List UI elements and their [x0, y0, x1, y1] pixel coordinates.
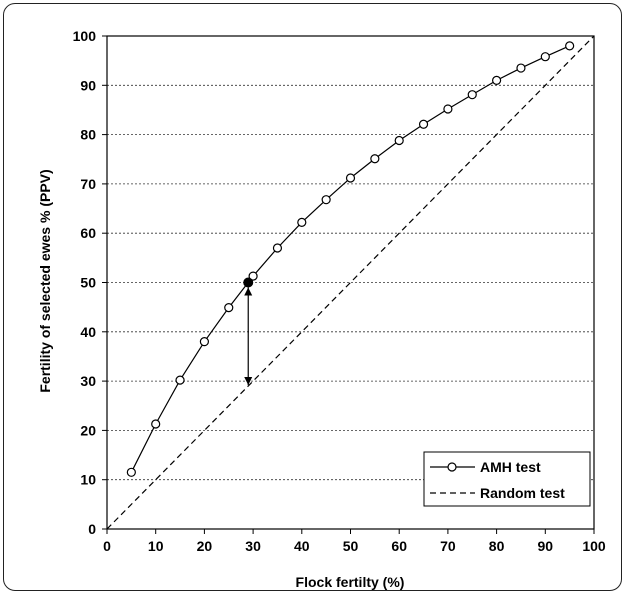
data-point-amh-test [151, 419, 161, 429]
series-line-amh-test [130, 45, 570, 473]
series-line-random-test [106, 35, 595, 530]
x-tick-label: 60 [391, 538, 407, 554]
x-tick-label: 20 [197, 538, 213, 554]
data-point-amh-test [565, 41, 575, 51]
legend-box [423, 451, 591, 507]
data-point-amh-test [248, 271, 258, 281]
data-point-amh-test [370, 154, 380, 164]
data-point-amh-test [224, 303, 234, 313]
y-tick-label: 40 [80, 324, 96, 340]
y-tick-label: 90 [80, 77, 96, 93]
y-axis: 0 10 20 30 40 50 60 70 80 90 100 [73, 28, 107, 537]
data-point-amh-test [467, 90, 477, 100]
y-axis-label: Fertility of selected ewes % (PPV) [37, 169, 53, 392]
x-tick-label: 10 [148, 538, 164, 554]
x-tick-label: 30 [245, 538, 261, 554]
data-point-amh-test [418, 119, 429, 129]
data-point-amh-test [199, 337, 209, 347]
chart-frame [3, 3, 622, 591]
legend: AMH test Random test [423, 451, 591, 507]
x-tick-label: 70 [440, 538, 456, 554]
data-point-amh-test [492, 75, 502, 85]
x-tick-label: 100 [582, 538, 606, 554]
data-point-amh-test [540, 52, 550, 62]
data-point-amh-test [345, 173, 356, 183]
y-tick-label: 60 [80, 225, 96, 241]
x-tick-label: 80 [489, 538, 505, 554]
data-point-amh-test [443, 104, 453, 114]
legend-amh-marker [447, 462, 457, 472]
gridlines [107, 84, 594, 481]
x-axis: 0 10 20 30 40 50 60 70 80 90 100 [103, 529, 606, 554]
y-tick-label: 80 [80, 127, 96, 143]
data-point-amh-test [126, 467, 136, 477]
x-tick-label: 0 [103, 538, 111, 554]
annotations [243, 277, 254, 386]
x-tick-label: 90 [538, 538, 554, 554]
legend-amh-label: AMH test [480, 459, 541, 475]
x-tick-label: 50 [343, 538, 359, 554]
x-axis-label: Flock fertilty (%) [296, 574, 405, 590]
x-tick-label: 40 [294, 538, 310, 554]
series-group [106, 35, 595, 530]
data-point-amh-test [175, 375, 185, 385]
y-tick-label: 70 [80, 176, 96, 192]
data-point-amh-test [272, 243, 283, 253]
y-tick-label: 20 [80, 422, 96, 438]
data-point-amh-test [394, 135, 404, 146]
data-point-amh-test [297, 217, 307, 227]
y-tick-label: 50 [80, 275, 96, 291]
y-tick-label: 10 [80, 472, 96, 488]
legend-random-label: Random test [480, 485, 565, 501]
y-tick-label: 30 [80, 373, 96, 389]
y-tick-label: 0 [88, 521, 96, 537]
annotation-point [243, 277, 254, 288]
data-point-amh-test [321, 195, 331, 205]
y-tick-label: 100 [73, 28, 97, 44]
data-point-amh-test [516, 63, 526, 73]
